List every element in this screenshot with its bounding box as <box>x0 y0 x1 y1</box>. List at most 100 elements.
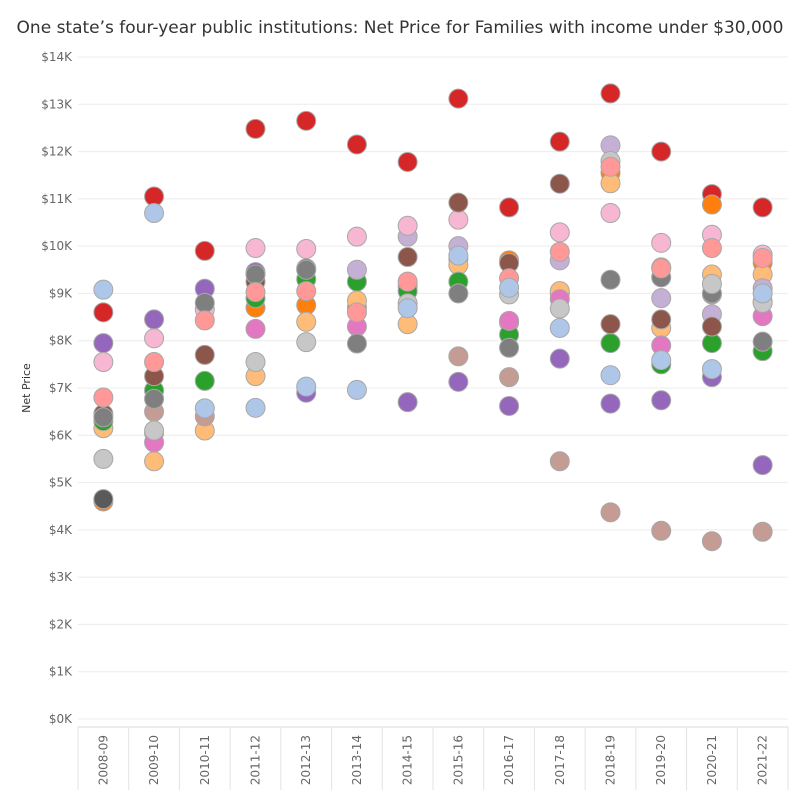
data-point-purple-2017-18[interactable] <box>549 348 570 369</box>
data-point-salmon-2014-15[interactable] <box>397 271 418 292</box>
data-point-red-2013-14[interactable] <box>346 134 367 155</box>
data-point-red-2011-12[interactable] <box>245 118 266 139</box>
data-point-pink-2009-10[interactable] <box>144 328 165 349</box>
data-point-light-blue-2016-17[interactable] <box>499 277 520 298</box>
data-point-pink-2018-19[interactable] <box>600 203 621 224</box>
data-point-light-blue-2019-20[interactable] <box>651 350 672 371</box>
data-point-light-purple-2019-20[interactable] <box>651 288 672 309</box>
data-point-salmon-2018-19[interactable] <box>600 156 621 177</box>
data-point-gray-2021-22[interactable] <box>752 331 773 352</box>
data-point-red-2008-09[interactable] <box>93 302 114 323</box>
data-point-pink-2017-18[interactable] <box>549 222 570 243</box>
y-tick-label: $1K <box>49 665 73 679</box>
data-point-gray-2012-13[interactable] <box>296 259 317 280</box>
data-point-gray-2008-09[interactable] <box>93 407 114 428</box>
data-point-light-blue-2017-18[interactable] <box>549 317 570 338</box>
data-point-gray-2011-12[interactable] <box>245 264 266 285</box>
data-point-orange-2020-21[interactable] <box>701 194 722 215</box>
data-point-salmon-2010-11[interactable] <box>194 310 215 331</box>
data-point-light-gray-2012-13[interactable] <box>296 332 317 353</box>
data-point-purple-2009-10[interactable] <box>144 309 165 330</box>
data-point-brown-2019-20[interactable] <box>651 309 672 330</box>
data-point-light-orange-2012-13[interactable] <box>296 311 317 332</box>
data-point-red-2021-22[interactable] <box>752 197 773 218</box>
data-point-light-gray-2008-09[interactable] <box>93 448 114 469</box>
data-point-purple-2014-15[interactable] <box>397 392 418 413</box>
data-point-purple-2008-09[interactable] <box>93 333 114 354</box>
data-point-light-blue-2021-22[interactable] <box>752 283 773 304</box>
data-point-gray-2009-10[interactable] <box>144 388 165 409</box>
data-point-gray-2013-14[interactable] <box>346 333 367 354</box>
data-point-purple-2015-16[interactable] <box>448 371 469 392</box>
data-point-red-2017-18[interactable] <box>549 131 570 152</box>
data-point-red-2012-13[interactable] <box>296 110 317 131</box>
data-point-light-blue-2009-10[interactable] <box>144 203 165 224</box>
data-point-salmon-2009-10[interactable] <box>144 351 165 372</box>
data-point-light-brown-2019-20[interactable] <box>651 520 672 541</box>
y-tick-label: $12K <box>41 145 73 159</box>
data-point-pink-2015-16[interactable] <box>448 209 469 230</box>
data-point-brown-2017-18[interactable] <box>549 173 570 194</box>
data-point-red-2016-17[interactable] <box>499 197 520 218</box>
data-point-light-brown-2020-21[interactable] <box>701 531 722 552</box>
data-point-light-gray-2011-12[interactable] <box>245 351 266 372</box>
data-point-red-2015-16[interactable] <box>448 88 469 109</box>
data-point-pink-2008-09[interactable] <box>93 351 114 372</box>
data-point-gray-2016-17[interactable] <box>499 337 520 358</box>
data-point-dark-gray-2-2008-09[interactable] <box>93 489 114 510</box>
data-point-light-gray-2017-18[interactable] <box>549 298 570 319</box>
data-point-light-blue-2015-16[interactable] <box>448 245 469 266</box>
data-point-red-2018-19[interactable] <box>600 83 621 104</box>
data-point-pink-2013-14[interactable] <box>346 226 367 247</box>
data-point-light-brown-2015-16[interactable] <box>448 346 469 367</box>
data-point-purple-2016-17[interactable] <box>499 395 520 416</box>
data-point-light-gray-2020-21[interactable] <box>701 273 722 294</box>
data-point-salmon-2019-20[interactable] <box>651 258 672 279</box>
data-point-salmon-2013-14[interactable] <box>346 302 367 323</box>
data-point-brown-2018-19[interactable] <box>600 314 621 335</box>
data-point-salmon-2012-13[interactable] <box>296 281 317 302</box>
data-point-light-brown-2018-19[interactable] <box>600 502 621 523</box>
data-point-light-brown-2021-22[interactable] <box>752 521 773 542</box>
data-point-light-brown-2017-18[interactable] <box>549 451 570 472</box>
data-point-light-blue-2013-14[interactable] <box>346 379 367 400</box>
data-point-purple-2019-20[interactable] <box>651 390 672 411</box>
data-point-gray-2018-19[interactable] <box>600 269 621 290</box>
data-point-light-blue-2011-12[interactable] <box>245 397 266 418</box>
data-point-salmon-2020-21[interactable] <box>701 238 722 259</box>
data-point-red-2010-11[interactable] <box>194 240 215 261</box>
data-point-brown-2015-16[interactable] <box>448 192 469 213</box>
data-point-red-2019-20[interactable] <box>651 141 672 162</box>
data-point-pink-2014-15[interactable] <box>397 215 418 236</box>
data-point-light-orange-2009-10[interactable] <box>144 451 165 472</box>
data-point-purple-2021-22[interactable] <box>752 455 773 476</box>
data-point-pink-2012-13[interactable] <box>296 238 317 259</box>
data-point-green-2018-19[interactable] <box>600 333 621 354</box>
data-point-brown-2020-21[interactable] <box>701 316 722 337</box>
data-point-light-blue-2010-11[interactable] <box>194 398 215 419</box>
points-layer <box>93 83 773 552</box>
data-point-green-2010-11[interactable] <box>194 370 215 391</box>
data-point-brown-2014-15[interactable] <box>397 247 418 268</box>
data-point-salmon-2008-09[interactable] <box>93 387 114 408</box>
data-point-light-blue-2014-15[interactable] <box>397 298 418 319</box>
data-point-salmon-2021-22[interactable] <box>752 247 773 268</box>
data-point-light-blue-2012-13[interactable] <box>296 376 317 397</box>
data-point-magenta-2011-12[interactable] <box>245 318 266 339</box>
data-point-light-brown-2016-17[interactable] <box>499 367 520 388</box>
data-point-pink-2011-12[interactable] <box>245 238 266 259</box>
data-point-salmon-2011-12[interactable] <box>245 282 266 303</box>
data-point-light-blue-2008-09[interactable] <box>93 279 114 300</box>
data-point-salmon-2017-18[interactable] <box>549 241 570 262</box>
data-point-light-blue-2020-21[interactable] <box>701 359 722 380</box>
data-point-pink-2019-20[interactable] <box>651 232 672 253</box>
data-point-gray-2015-16[interactable] <box>448 283 469 304</box>
data-point-light-gray-2009-10[interactable] <box>144 420 165 441</box>
data-point-red-2014-15[interactable] <box>397 151 418 172</box>
data-point-purple-2018-19[interactable] <box>600 393 621 414</box>
data-point-brown-2010-11[interactable] <box>194 344 215 365</box>
data-point-gray-2010-11[interactable] <box>194 292 215 313</box>
data-point-light-purple-2013-14[interactable] <box>346 259 367 280</box>
data-point-light-blue-2018-19[interactable] <box>600 365 621 386</box>
data-point-magenta-2016-17[interactable] <box>499 310 520 331</box>
